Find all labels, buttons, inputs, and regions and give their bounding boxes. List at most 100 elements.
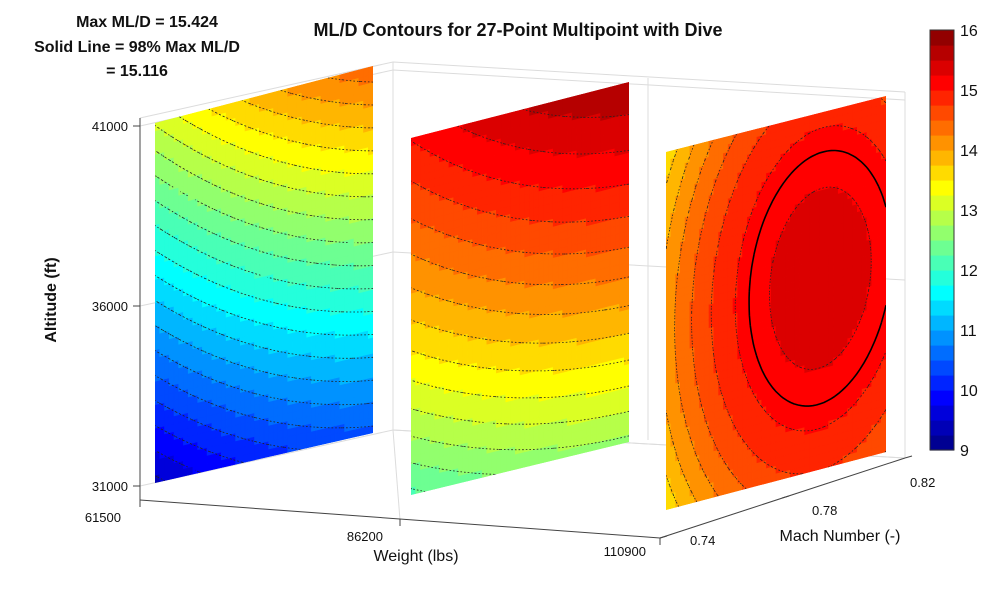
- contour-cell: [183, 278, 189, 289]
- contour-cell: [420, 335, 426, 346]
- contour-cell: [155, 207, 160, 218]
- contour-cell: [211, 303, 217, 313]
- contour-cell: [411, 252, 417, 263]
- contour-cell: [689, 385, 696, 396]
- contour-cell: [301, 328, 308, 339]
- contour-cell: [552, 201, 559, 212]
- contour-cell: [472, 213, 478, 224]
- contour-cell: [434, 215, 440, 226]
- contour-cell: [609, 257, 616, 268]
- contour-cell: [439, 183, 445, 194]
- contour-cell: [424, 194, 431, 205]
- contour-cell: [434, 464, 440, 475]
- contour-cell: [273, 280, 279, 291]
- contour-cell: [481, 227, 488, 237]
- contour-cell: [155, 434, 160, 445]
- contour-cell: [562, 401, 568, 412]
- contour-cell: [277, 192, 284, 202]
- contour-cell: [486, 366, 492, 376]
- contour-cell: [325, 156, 331, 167]
- contour-cell: [476, 352, 483, 363]
- contour-cell: [315, 95, 322, 106]
- contour-cell: [666, 197, 672, 207]
- contour-cell: [240, 280, 246, 291]
- contour-cell: [221, 411, 227, 421]
- contour-cell: [552, 318, 559, 329]
- contour-cell: [164, 118, 170, 129]
- contour-cell: [519, 264, 526, 275]
- contour-cell: [225, 315, 232, 326]
- contour-cell: [292, 125, 298, 135]
- contour-cell: [292, 188, 298, 199]
- contour-cell: [510, 321, 516, 331]
- contour-cell: [491, 310, 497, 321]
- contour-cell: [538, 134, 545, 145]
- contour-cell: [557, 449, 564, 460]
- contour-cell: [263, 171, 270, 182]
- contour-cell: [670, 250, 676, 261]
- contour-cell: [467, 292, 473, 303]
- contour-cell: [159, 268, 165, 279]
- contour-cell: [334, 400, 341, 411]
- contour-cell: [244, 184, 251, 195]
- contour-cell: [363, 353, 369, 364]
- contour-cell: [519, 342, 526, 352]
- contour-cell: [415, 158, 421, 169]
- contour-cell: [258, 426, 265, 436]
- contour-cell: [429, 131, 436, 142]
- contour-cell: [287, 427, 293, 438]
- contour-cell: [694, 337, 700, 348]
- contour-cell: [609, 85, 616, 96]
- contour-cell: [562, 425, 568, 436]
- contour-cell: [367, 113, 373, 124]
- contour-cell: [211, 342, 217, 353]
- contour-cell: [429, 481, 436, 491]
- contour-cell: [491, 123, 497, 134]
- contour-cell: [495, 426, 502, 436]
- contour-cell: [164, 142, 170, 153]
- contour-cell: [415, 306, 421, 316]
- contour-cell: [462, 317, 469, 328]
- contour-cell: [249, 286, 255, 296]
- contour-cell: [439, 432, 445, 442]
- contour-cell: [529, 261, 535, 272]
- contour-cell: [277, 429, 284, 440]
- contour-cell: [306, 169, 312, 179]
- contour-cell: [443, 345, 450, 356]
- contour-cell: [155, 387, 160, 398]
- contour-cell: [500, 136, 507, 147]
- contour-cell: [311, 247, 317, 258]
- contour-cell: [301, 273, 308, 284]
- contour-cell: [684, 184, 691, 195]
- contour-cell: [429, 450, 436, 460]
- contour-cell: [282, 325, 289, 336]
- contour-cell: [329, 234, 336, 245]
- contour-cell: [552, 154, 559, 165]
- contour-cell: [481, 118, 488, 128]
- contour-cell: [679, 193, 686, 204]
- contour-cell: [315, 103, 322, 113]
- contour-cell: [533, 362, 540, 372]
- contour-cell: [604, 141, 611, 151]
- contour-cell: [732, 343, 739, 353]
- contour-cell: [486, 171, 492, 182]
- contour-cell: [306, 359, 312, 370]
- contour-cell: [424, 451, 431, 461]
- contour-cell: [533, 393, 540, 404]
- contour-cell: [552, 177, 559, 188]
- contour-cell: [500, 144, 507, 155]
- contour-cell: [216, 286, 222, 297]
- contour-cell: [353, 332, 360, 343]
- contour-cell: [258, 157, 265, 168]
- contour-cell: [581, 280, 587, 290]
- contour-cell: [211, 429, 217, 439]
- contour-cell: [481, 375, 488, 385]
- contour-cell: [713, 208, 719, 218]
- contour-cell: [244, 421, 251, 432]
- contour-cell: [235, 431, 241, 442]
- contour-cell: [458, 419, 464, 430]
- contour-cell: [519, 318, 526, 329]
- contour-cell: [183, 412, 189, 422]
- contour-cell: [268, 123, 274, 134]
- contour-cell: [443, 221, 450, 231]
